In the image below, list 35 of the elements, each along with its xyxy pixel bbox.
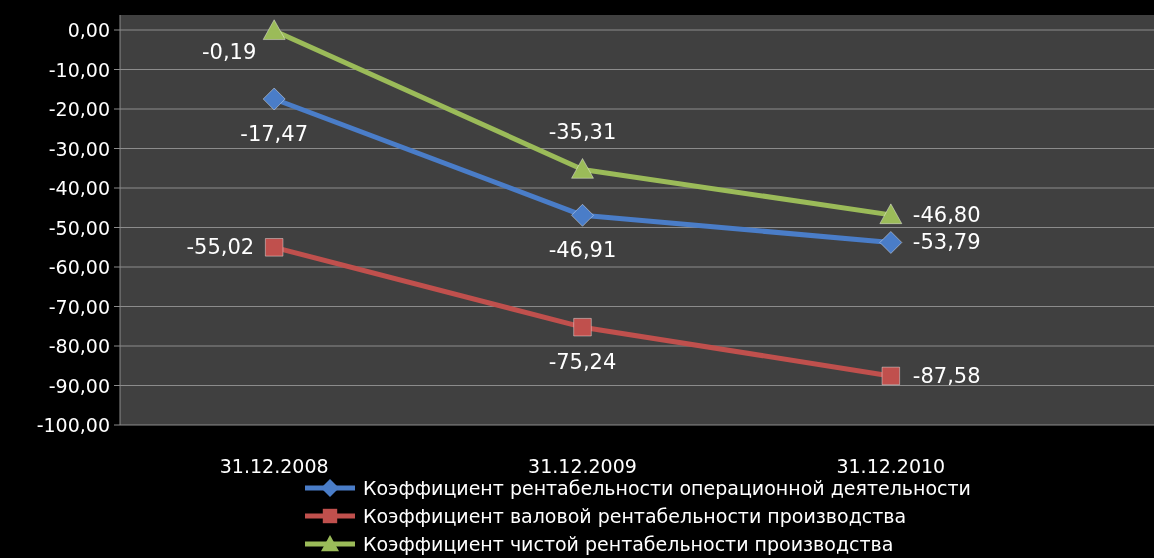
- data-label: -75,24: [548, 350, 617, 375]
- y-tick-label: -50,00: [48, 216, 110, 239]
- y-tick-label: -20,00: [48, 98, 110, 120]
- y-tick-label: -100,00: [36, 414, 110, 436]
- y-tick-label: -70,00: [48, 295, 110, 318]
- legend-label: Коэффициент валовой рентабельности производства: [363, 505, 907, 527]
- point: [571, 157, 594, 179]
- y-tick-label: -10,00: [48, 58, 110, 81]
- y-tick-label: -80,00: [48, 335, 110, 357]
- point: [879, 203, 903, 225]
- point: [879, 230, 903, 254]
- data-label: -35,31: [548, 120, 617, 145]
- point: [571, 203, 594, 227]
- y-tick-label: -60,00: [48, 256, 110, 278]
- point: [573, 317, 592, 337]
- point: [881, 366, 901, 386]
- legend-label: Коэффициент чистой рентабельности производства: [363, 533, 894, 555]
- data-label: -53,79: [912, 230, 981, 255]
- data-label: -87,58: [912, 363, 981, 388]
- x-tick-label: 31.12.2010: [836, 455, 946, 477]
- x-tick-label: 31.12.2009: [528, 455, 637, 477]
- data-label: -46,91: [548, 238, 617, 263]
- point: [262, 87, 286, 111]
- y-tick-label: -30,00: [48, 137, 110, 160]
- x-tick-label: 31.12.2008: [219, 455, 329, 477]
- point: [262, 19, 286, 41]
- data-label: -55,02: [186, 235, 255, 260]
- point: [264, 238, 284, 257]
- y-tick-label: 0,00: [67, 19, 110, 41]
- data-label: -17,47: [240, 122, 309, 147]
- y-tick-label: -90,00: [48, 374, 110, 397]
- legend-label: Коэффициент рентабельности операционной деятельности: [363, 477, 971, 499]
- y-tick-label: -40,00: [48, 177, 110, 199]
- data-label: -46,80: [912, 202, 981, 227]
- data-label: -0,19: [201, 39, 257, 64]
